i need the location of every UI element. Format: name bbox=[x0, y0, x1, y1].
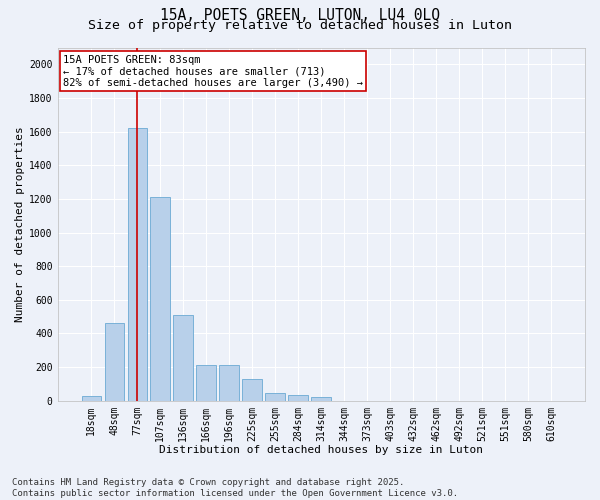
X-axis label: Distribution of detached houses by size in Luton: Distribution of detached houses by size … bbox=[159, 445, 483, 455]
Bar bbox=[242, 379, 262, 400]
Text: Size of property relative to detached houses in Luton: Size of property relative to detached ho… bbox=[88, 18, 512, 32]
Text: 15A POETS GREEN: 83sqm
← 17% of detached houses are smaller (713)
82% of semi-de: 15A POETS GREEN: 83sqm ← 17% of detached… bbox=[63, 54, 363, 88]
Bar bbox=[220, 364, 239, 400]
Bar bbox=[265, 393, 285, 400]
Bar bbox=[82, 396, 101, 400]
Bar bbox=[173, 315, 193, 400]
Text: Contains HM Land Registry data © Crown copyright and database right 2025.
Contai: Contains HM Land Registry data © Crown c… bbox=[12, 478, 458, 498]
Bar bbox=[289, 395, 308, 400]
Text: 15A, POETS GREEN, LUTON, LU4 0LQ: 15A, POETS GREEN, LUTON, LU4 0LQ bbox=[160, 8, 440, 22]
Bar bbox=[196, 364, 216, 400]
Y-axis label: Number of detached properties: Number of detached properties bbox=[15, 126, 25, 322]
Bar bbox=[311, 398, 331, 400]
Bar bbox=[104, 324, 124, 400]
Bar bbox=[151, 197, 170, 400]
Bar bbox=[128, 128, 147, 400]
